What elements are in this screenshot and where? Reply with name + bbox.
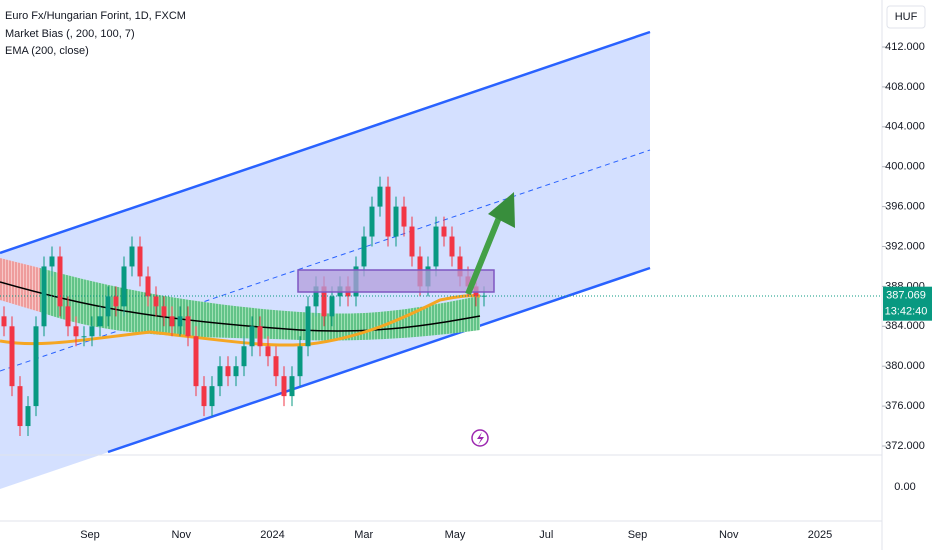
candle-body <box>449 236 455 257</box>
candle-body <box>369 206 375 237</box>
candle-body <box>137 246 143 277</box>
y-tick-label: 380.000 <box>885 360 925 372</box>
y-tick-label: 396.000 <box>885 201 925 213</box>
candle-body <box>89 326 95 337</box>
channel-lower <box>107 266 651 454</box>
candle-body <box>209 386 215 407</box>
candle-body <box>305 306 311 347</box>
candle-body <box>169 316 175 327</box>
currency-label: HUF <box>895 11 918 23</box>
price-badge <box>883 286 932 321</box>
x-tick-label: Nov <box>171 529 191 541</box>
candle-body <box>185 316 191 337</box>
candle-body <box>33 326 39 407</box>
countdown-label: 13:42:40 <box>885 306 928 318</box>
x-tick-label: 2025 <box>808 529 832 541</box>
candle-body <box>233 366 239 377</box>
candle-body <box>433 226 439 267</box>
x-tick-label: Nov <box>719 529 739 541</box>
candle-body <box>321 286 327 317</box>
channel-mid <box>0 149 651 372</box>
candle-body <box>17 386 23 427</box>
candle-body <box>97 316 103 327</box>
price-label: 387.069 <box>886 290 926 302</box>
y-tick-label: 404.000 <box>885 121 925 133</box>
candle-body <box>73 326 79 337</box>
candle-body <box>457 256 463 277</box>
chart-title: Euro Fx/Hungarian Forint, 1D, FXCM <box>5 10 186 22</box>
candle-body <box>25 406 31 427</box>
candle-body <box>281 376 287 397</box>
y-tick-label: 372.000 <box>885 440 925 452</box>
candle-body <box>129 246 135 267</box>
y-tick-label: 412.000 <box>885 41 925 53</box>
bias-line <box>0 281 481 332</box>
candle-body <box>177 316 183 327</box>
x-tick-label: Sep <box>80 529 100 541</box>
candle-body <box>217 366 223 387</box>
y-tick-label: 376.000 <box>885 400 925 412</box>
indicator-label: EMA (200, close) <box>5 45 89 57</box>
candle-body <box>193 336 199 387</box>
candle-body <box>241 346 247 367</box>
indicator-label: Market Bias (, 200, 100, 7) <box>5 28 135 40</box>
candle-body <box>81 336 87 338</box>
candle-body <box>113 296 119 307</box>
candle-body <box>329 296 335 317</box>
candle-body <box>201 386 207 407</box>
candle-body <box>409 226 415 257</box>
candle-body <box>1 316 7 327</box>
y-tick-label: 384.000 <box>885 320 925 332</box>
candle-body <box>121 266 127 307</box>
ema-line <box>0 294 481 347</box>
candle-body <box>361 236 367 267</box>
candle-body <box>153 296 159 307</box>
x-tick-label: Mar <box>354 529 373 541</box>
candle-body <box>401 206 407 227</box>
candle-body <box>289 376 295 397</box>
candle-body <box>9 326 15 387</box>
arrow-head <box>488 192 515 228</box>
candle-body <box>265 346 271 357</box>
candle-body <box>393 206 399 237</box>
candle-body <box>41 266 47 327</box>
candle-body <box>161 306 167 317</box>
candle-body <box>257 326 263 347</box>
candle-body <box>57 256 63 307</box>
bias-band-bull <box>40 268 480 341</box>
y-tick-label: 408.000 <box>885 81 925 93</box>
x-tick-label: May <box>445 529 466 541</box>
candle-body <box>105 296 111 317</box>
pane-tick-label: 0.00 <box>894 481 915 493</box>
candle-body <box>385 186 391 237</box>
x-tick-label: 2024 <box>260 529 284 541</box>
x-tick-label: Sep <box>628 529 648 541</box>
candle-body <box>377 186 383 207</box>
candle-body <box>441 226 447 237</box>
candle-body <box>225 366 231 377</box>
candle-body <box>297 346 303 377</box>
candle-body <box>249 326 255 347</box>
y-tick-label: 392.000 <box>885 240 925 252</box>
arrow-shaft <box>465 213 503 296</box>
y-tick-label: 400.000 <box>885 161 925 173</box>
event-bolt <box>477 432 484 445</box>
candle-body <box>65 306 71 327</box>
x-tick-label: Jul <box>539 529 553 541</box>
candle-body <box>273 356 279 377</box>
candle-body <box>49 256 55 267</box>
currency-button[interactable] <box>886 5 926 29</box>
candle-body <box>145 276 151 297</box>
bias-band-bear <box>0 258 40 312</box>
channel-upper <box>0 30 651 255</box>
zone-box <box>297 269 495 293</box>
